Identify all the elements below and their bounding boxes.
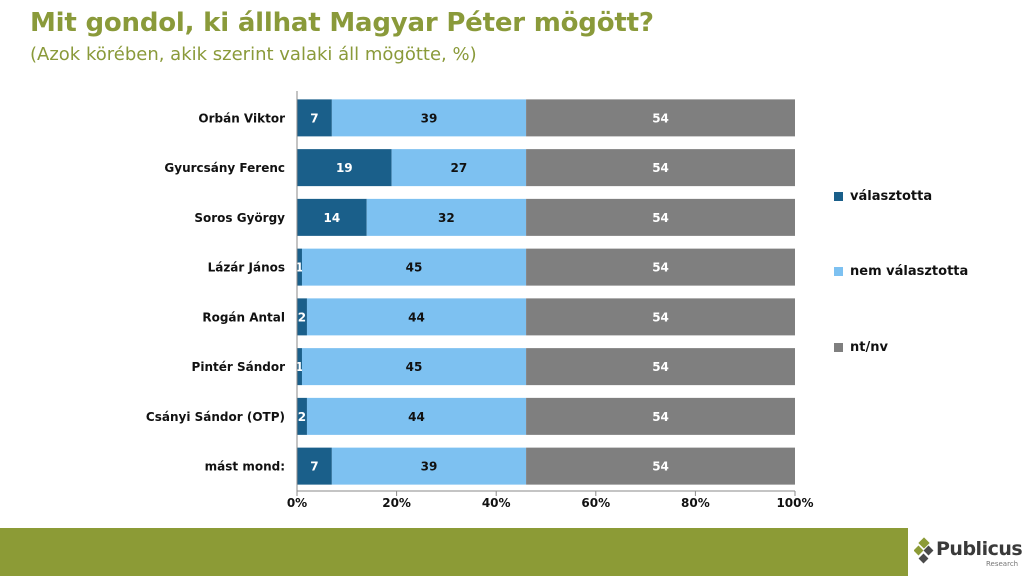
data-label: 2 [298, 310, 306, 324]
bar-segment [306, 397, 527, 435]
data-label: 54 [652, 261, 669, 275]
category-label: mást mond: [205, 460, 285, 474]
data-label: 2 [298, 410, 306, 424]
bar-segment [526, 348, 795, 386]
data-label: 27 [450, 161, 467, 175]
x-tick-label: 40% [482, 496, 511, 510]
chart-title: Mit gondol, ki állhat Magyar Péter mögöt… [30, 8, 654, 38]
data-label: 44 [408, 410, 425, 424]
data-label: 54 [652, 410, 669, 424]
data-label: 39 [421, 460, 438, 474]
category-label: Csányi Sándor (OTP) [146, 410, 285, 424]
bar-segment [366, 198, 527, 236]
data-label: 14 [324, 211, 341, 225]
legend-swatch [834, 192, 843, 201]
bar-segment [301, 248, 527, 286]
category-label: Soros György [194, 211, 285, 225]
legend-item-valasztotta: választotta [834, 189, 932, 204]
data-label: 54 [652, 360, 669, 374]
data-label: 54 [652, 111, 669, 125]
bar-segment [297, 397, 307, 435]
bar-segment [297, 198, 367, 236]
brand-name: Publicus [936, 538, 1023, 560]
bar-segment [391, 149, 527, 187]
data-label: 54 [652, 161, 669, 175]
legend-label: nem választotta [850, 264, 969, 279]
chart-subtitle: (Azok körében, akik szerint valaki áll m… [30, 44, 477, 65]
bar-segment [526, 447, 795, 485]
x-tick-label: 0% [287, 496, 307, 510]
bar-segment [297, 298, 307, 336]
data-label: 54 [652, 310, 669, 324]
category-label: Orbán Viktor [198, 111, 285, 125]
publicus-logo-icon [914, 537, 934, 564]
category-label: Gyurcsány Ferenc [164, 161, 285, 175]
category-label: Rogán Antal [202, 310, 285, 324]
legend-label: választotta [850, 189, 933, 204]
bar-segment [297, 447, 332, 485]
legend-item-nt-nv: nt/nv [834, 340, 888, 355]
category-label: Pintér Sándor [192, 360, 286, 374]
legend-swatch [834, 343, 843, 352]
data-label: 39 [421, 111, 438, 125]
data-label: 1 [295, 360, 303, 374]
bar-segment [526, 298, 795, 336]
legend-item-nem-valasztotta: nem választotta [834, 264, 968, 279]
bar-segment [297, 248, 302, 286]
bar-segment [306, 298, 527, 336]
x-tick-label: 80% [681, 496, 710, 510]
legend-label: nt/nv [850, 340, 888, 355]
data-label: 7 [310, 111, 318, 125]
data-label: 45 [406, 261, 423, 275]
bar-segment [297, 149, 392, 187]
x-tick-label: 60% [581, 496, 610, 510]
bar-segment [526, 248, 795, 286]
bar-segment [297, 99, 332, 137]
category-label: Lázár János [208, 261, 285, 275]
x-tick-label: 100% [776, 496, 813, 510]
bar-segment [526, 397, 795, 435]
x-tick-label: 20% [382, 496, 411, 510]
data-label: 54 [652, 460, 669, 474]
data-label: 54 [652, 211, 669, 225]
bar-segment [526, 99, 795, 137]
data-label: 19 [336, 161, 353, 175]
data-label: 45 [406, 360, 423, 374]
bar-segment [297, 348, 302, 386]
data-label: 7 [310, 460, 318, 474]
brand-sub: Research [986, 560, 1019, 568]
bar-segment [331, 447, 527, 485]
bar-segment [331, 99, 527, 137]
data-label: 44 [408, 310, 425, 324]
legend-swatch [834, 267, 843, 276]
bar-segment [301, 348, 527, 386]
bar-segment [526, 149, 795, 187]
data-label: 32 [438, 211, 455, 225]
footer-bar [0, 528, 1024, 576]
bar-segment [526, 198, 795, 236]
data-label: 1 [295, 261, 303, 275]
